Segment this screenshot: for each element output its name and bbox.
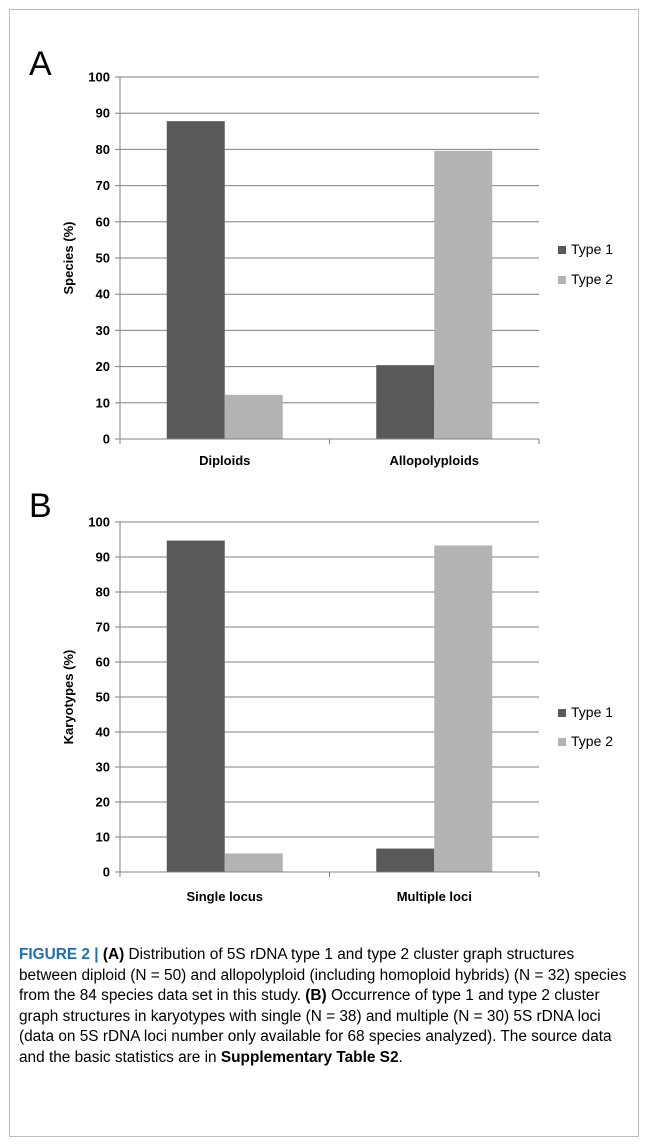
caption-b-label: (B)	[305, 987, 327, 1004]
legend-swatch-type2	[558, 738, 566, 746]
legend-label: Type 1	[571, 704, 613, 720]
y-tick-label: 30	[96, 323, 110, 338]
y-tick-label: 20	[96, 359, 110, 374]
y-tick-label: 10	[96, 830, 110, 845]
bar-type1	[376, 848, 435, 872]
y-tick-label: 40	[96, 287, 110, 302]
y-tick-label: 100	[88, 515, 110, 530]
y-tick-label: 90	[96, 550, 110, 565]
y-axis-label: Karyotypes (%)	[61, 650, 76, 745]
legend-swatch-type2	[558, 276, 566, 284]
legend-swatch-type1	[558, 246, 566, 254]
caption-a-text: Distribution of 5S rDNA type 1 and type …	[19, 946, 627, 1004]
y-tick-label: 70	[96, 178, 110, 193]
bar-type1	[166, 121, 225, 439]
caption-end: .	[398, 1048, 403, 1066]
y-tick-label: 30	[96, 760, 110, 775]
bar-type1	[166, 540, 225, 872]
chart-panel-b: B 0 10 20 30 40 50 60 70 80 90 100 Single locus Multi…	[29, 487, 613, 904]
y-axis-label: Species (%)	[61, 222, 76, 295]
y-tick-label: 50	[96, 690, 110, 705]
chart-panel-a: A 0 10 20 30 40 50 60 70 80 90 100 Diploids Allopolyp…	[29, 45, 613, 468]
y-tick-label: 90	[96, 106, 110, 121]
y-tick-label: 50	[96, 251, 110, 266]
figure-label: FIGURE 2 |	[19, 946, 99, 963]
x-category-label: Diploids	[199, 453, 250, 468]
y-tick-label: 20	[96, 795, 110, 810]
figure-caption: FIGURE 2 | (A) Distribution of 5S rDNA t…	[19, 945, 631, 1068]
y-tick-label: 100	[88, 70, 110, 85]
y-tick-label: 10	[96, 395, 110, 410]
bar-type2	[224, 394, 283, 439]
y-tick-label: 40	[96, 725, 110, 740]
bar-type2	[224, 853, 283, 872]
panel-label: A	[29, 45, 52, 83]
y-tick-label: 60	[96, 214, 110, 229]
legend-label: Type 2	[571, 271, 613, 287]
panel-label: B	[29, 487, 52, 525]
x-category-label: Allopolyploids	[389, 453, 479, 468]
caption-table-ref: Supplementary Table S2	[220, 1048, 399, 1066]
y-tick-label: 80	[96, 142, 110, 157]
legend-label: Type 1	[571, 241, 613, 257]
legend-label: Type 2	[571, 733, 613, 749]
caption-a-label: (A)	[102, 946, 125, 963]
y-tick-label: 60	[96, 655, 110, 670]
figure-frame	[9, 9, 639, 1137]
y-tick-label: 0	[103, 865, 110, 880]
y-tick-label: 70	[96, 620, 110, 635]
legend-swatch-type1	[558, 709, 566, 717]
y-tick-label: 0	[103, 432, 110, 447]
caption-b-text: Occurrence of type 1 and type 2 cluster …	[19, 987, 612, 1066]
x-category-label: Multiple loci	[397, 889, 472, 904]
x-category-label: Single locus	[186, 889, 263, 904]
bar-type2	[434, 150, 493, 439]
bar-type1	[376, 365, 435, 439]
y-tick-label: 80	[96, 585, 110, 600]
bar-type2	[434, 545, 493, 872]
